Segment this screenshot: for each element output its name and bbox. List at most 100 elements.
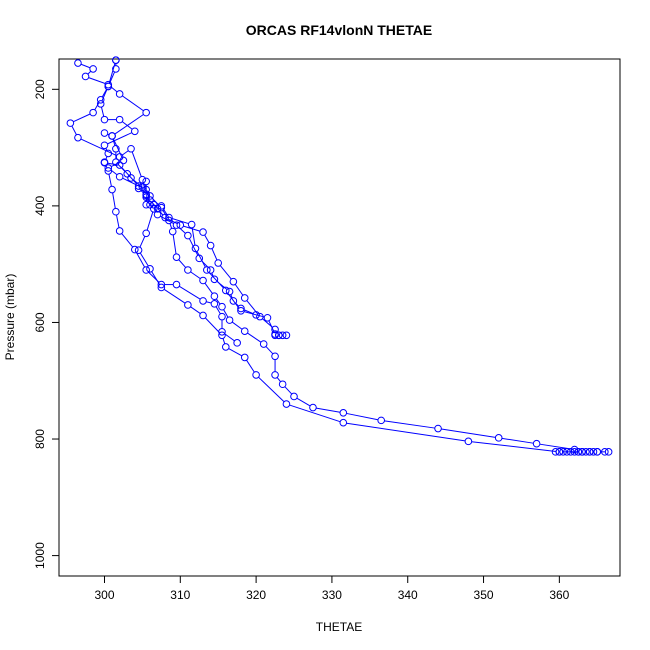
series-segment [243,309,254,315]
series-segment [73,113,91,123]
data-point [604,448,613,456]
data-point [146,265,154,273]
data-point [233,339,241,347]
y-axis-label: Pressure (mbar) [3,274,17,361]
series-segment [222,338,226,344]
series-segment [228,348,243,357]
data-point [218,302,226,311]
data-point [237,306,245,315]
data-point [252,371,260,379]
series-segment [131,151,142,177]
data-point [199,228,207,236]
data-point [104,167,113,175]
series-segment [108,63,116,84]
data-point [112,158,120,166]
data-point [229,277,238,286]
series-segment [116,214,120,228]
series-segment [190,306,201,314]
x-axis: 300 310 320 330 340 350 360 [94,576,570,602]
data-point [339,418,348,427]
series-segment [100,106,105,117]
series-segment [215,298,221,305]
series-segment [188,238,199,256]
x-tick-label: 350 [474,588,494,602]
series-segment [108,174,112,187]
series-segment [107,132,133,145]
data-point [112,207,120,216]
data-point [157,283,166,292]
data-point [172,253,181,261]
data-point [578,448,586,456]
series-segment [172,234,177,254]
series-segment [471,441,557,452]
data-point [210,300,219,308]
series-segment [162,210,168,218]
data-point [206,241,215,250]
data-point [555,448,564,456]
data-point [123,170,132,178]
series-5 [134,184,586,456]
series-segment [204,317,221,334]
data-point [278,331,287,340]
data-point [146,200,154,209]
series-segment [148,271,160,283]
data-point [66,119,75,127]
data-point [108,185,116,194]
data-point [112,65,120,73]
data-point [240,294,249,302]
series-segment [112,192,116,209]
data-point [601,448,609,456]
y-tick-label: 1000 [33,542,47,569]
series-segment [216,281,228,290]
data-point [96,96,105,104]
data-point [108,132,116,140]
data-point [184,266,192,274]
series-segment [206,301,212,304]
data-point [252,311,260,319]
data-point [210,292,219,301]
x-tick-label: 320 [246,588,266,602]
series-segment [211,272,214,277]
data-point [282,400,291,408]
y-tick-label: 200 [33,79,47,99]
y-tick-label: 600 [33,312,47,332]
data-point [115,115,124,124]
series-segment [234,284,244,296]
data-point [157,280,166,289]
series-segment [204,282,213,294]
series-segment [219,265,232,280]
series-segment [246,359,255,373]
series-segment [230,294,233,299]
series-segment [196,251,206,268]
data-point [263,313,272,322]
plot-frame [58,58,621,577]
data-point [199,276,207,285]
data-point [104,82,113,91]
data-point [100,141,109,150]
series-segment [146,198,150,202]
data-point [142,229,150,238]
data-point [142,108,150,117]
data-point [89,108,97,117]
series-segment [133,179,141,186]
data-point [229,297,238,305]
data-point [225,287,234,296]
series-segment [146,211,154,231]
series-segment [121,121,133,130]
data-point [434,424,442,433]
data-point [131,245,139,254]
series-segment [169,223,173,229]
data-point [131,127,139,136]
data-point [172,221,181,229]
data-point [214,259,223,267]
data-point [142,200,150,209]
chart-title: ORCAS RF14vlonN THETAE [246,22,432,38]
data-point [104,164,113,172]
y-tick-label: 800 [33,429,47,449]
data-point [115,172,124,181]
data-point [464,437,473,446]
series-segment [231,321,243,330]
data-point [271,330,279,338]
series-segment [159,210,164,216]
series-segment [265,346,274,355]
